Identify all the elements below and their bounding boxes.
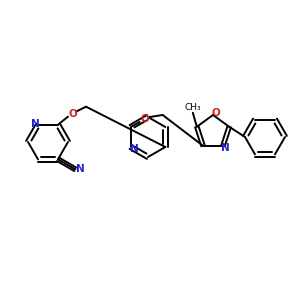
Text: O: O	[140, 114, 149, 124]
Text: O: O	[69, 109, 77, 119]
Text: N: N	[31, 119, 39, 129]
Text: O: O	[212, 108, 220, 118]
Text: N: N	[76, 164, 85, 174]
Text: N: N	[220, 143, 230, 153]
Text: CH₃: CH₃	[184, 103, 201, 112]
Text: N: N	[130, 144, 139, 154]
